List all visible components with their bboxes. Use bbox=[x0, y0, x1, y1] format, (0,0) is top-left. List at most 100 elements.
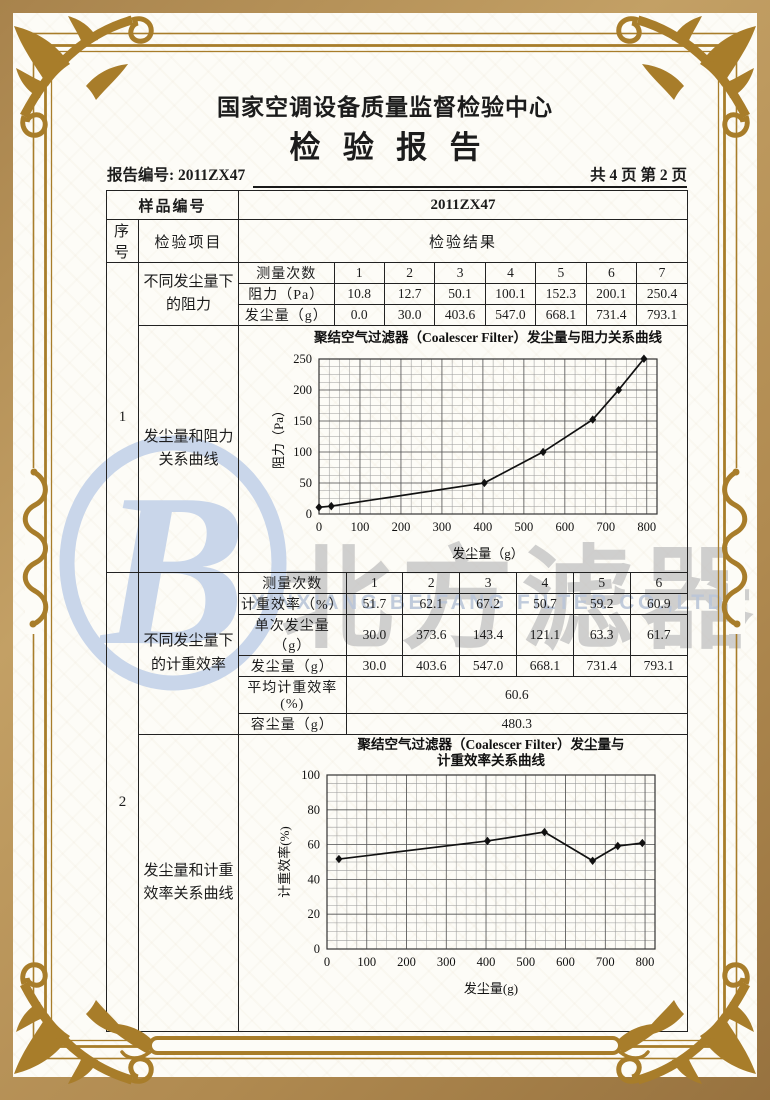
svg-text:800: 800 bbox=[637, 520, 656, 534]
seq-header: 序号 bbox=[106, 219, 139, 263]
row-label: 测量次数 bbox=[239, 263, 335, 284]
svg-text:400: 400 bbox=[474, 520, 493, 534]
value-cell: 121.1 bbox=[516, 614, 574, 656]
value-cell: 5 bbox=[535, 263, 587, 284]
result-header: 检验结果 bbox=[238, 219, 689, 263]
svg-text:40: 40 bbox=[308, 872, 321, 886]
table-row: 平均计重效率(%) 60.6 bbox=[239, 676, 688, 714]
section2-chart-row: 发尘量和计重效率关系曲线 0 100 200 300 400 500 600 700 800 0 2… bbox=[107, 734, 689, 1032]
value-cell: 793.1 bbox=[636, 304, 688, 325]
value-cell: 668.1 bbox=[535, 304, 587, 325]
svg-text:700: 700 bbox=[596, 520, 615, 534]
svg-text:计重效率关系曲线: 计重效率关系曲线 bbox=[437, 752, 545, 768]
table-row: 单次发尘量（g） 30.0 373.6 143.4 121.1 63.3 61.… bbox=[239, 614, 688, 656]
svg-text:600: 600 bbox=[556, 955, 575, 969]
value-cell: 668.1 bbox=[516, 655, 574, 677]
efficiency-subtable: 测量次数 1 2 3 4 5 6 计重效率（%） bbox=[239, 573, 688, 734]
value-cell: 63.3 bbox=[572, 614, 631, 656]
value-cell: 5 bbox=[572, 573, 631, 594]
section2-item1: 不同发尘量下的计重效率 bbox=[137, 572, 240, 735]
value-cell: 4 bbox=[484, 263, 537, 284]
document-title: 检验报告 bbox=[289, 130, 503, 165]
svg-text:200: 200 bbox=[293, 383, 312, 397]
section1-data-row: 1 不同发尘量下的阻力 测量次数 1 2 3 4 bbox=[106, 262, 689, 573]
value-cell: 731.4 bbox=[585, 304, 638, 325]
value-cell: 152.3 bbox=[535, 283, 587, 305]
value-cell: 403.6 bbox=[434, 304, 486, 325]
sample-number-row: 样品编号 2011ZX47 bbox=[105, 190, 689, 220]
svg-text:阻力（Pa）: 阻力（Pa） bbox=[271, 404, 286, 469]
svg-text:200: 200 bbox=[392, 520, 411, 534]
value-cell: 30.0 bbox=[383, 304, 436, 325]
svg-text:发尘量（g）: 发尘量（g） bbox=[452, 546, 524, 561]
value-cell: 6 bbox=[585, 263, 638, 284]
svg-text:0: 0 bbox=[316, 520, 322, 534]
svg-text:50: 50 bbox=[300, 476, 313, 490]
header-rule bbox=[253, 186, 687, 188]
svg-text:发尘量(g): 发尘量(g) bbox=[464, 981, 518, 996]
value-cell: 30.0 bbox=[345, 614, 404, 656]
svg-text:100: 100 bbox=[293, 445, 312, 459]
value-cell: 7 bbox=[636, 263, 688, 284]
row-label: 阻力（Pa） bbox=[239, 283, 335, 305]
organization-title: 国家空调设备质量监督检验中心 bbox=[217, 94, 553, 120]
page-indicator: 共 4 页 第 2 页 bbox=[590, 167, 687, 184]
value-cell: 731.4 bbox=[572, 655, 631, 677]
value-cell: 373.6 bbox=[402, 614, 461, 656]
svg-text:100: 100 bbox=[351, 520, 370, 534]
report-meta-row: 报告编号: 2011ZX47 共 4 页 第 2 页 bbox=[107, 163, 687, 185]
value-cell: 4 bbox=[516, 573, 574, 594]
section1-subtable-cell: 测量次数 1 2 3 4 5 6 7 阻力（ bbox=[238, 262, 689, 326]
svg-text:0: 0 bbox=[306, 507, 312, 521]
section1-item2: 发尘量和阻力关系曲线 bbox=[137, 325, 240, 573]
svg-text:250: 250 bbox=[293, 352, 312, 366]
row-label: 单次发尘量（g） bbox=[239, 614, 347, 656]
section2-item2: 发尘量和计重效率关系曲线 bbox=[137, 734, 240, 1032]
svg-text:100: 100 bbox=[357, 955, 376, 969]
value-cell: 793.1 bbox=[629, 655, 688, 677]
value-cell: 250.4 bbox=[636, 283, 688, 305]
value-cell: 200.1 bbox=[585, 283, 638, 305]
value-cell: 3 bbox=[434, 263, 486, 284]
value-cell: 61.7 bbox=[629, 614, 688, 656]
svg-text:600: 600 bbox=[555, 520, 574, 534]
svg-text:计重效率(%): 计重效率(%) bbox=[277, 826, 292, 898]
row-label: 发尘量（g） bbox=[239, 304, 335, 325]
value-cell: 6 bbox=[629, 573, 688, 594]
value-cell: 2 bbox=[383, 263, 436, 284]
value-cell: 2 bbox=[402, 573, 461, 594]
value-cell: 100.1 bbox=[484, 283, 537, 305]
svg-text:200: 200 bbox=[397, 955, 416, 969]
value-cell: 143.4 bbox=[459, 614, 517, 656]
svg-text:聚结空气过滤器（Coalescer Filter）发尘量与阻: 聚结空气过滤器（Coalescer Filter）发尘量与阻力关系曲线 bbox=[313, 329, 663, 345]
row-label: 发尘量（g） bbox=[239, 655, 347, 677]
table-header-row: 序号 检验项目 检验结果 bbox=[106, 219, 689, 263]
value-cell: 62.1 bbox=[402, 593, 461, 615]
table-row: 计重效率（%） 51.7 62.1 67.2 50.7 59.2 60.9 bbox=[239, 593, 688, 615]
sample-number-value: 2011ZX47 bbox=[238, 190, 689, 220]
table-row: 阻力（Pa） 10.8 12.7 50.1 100.1 152.3 200.1 … bbox=[239, 283, 688, 305]
svg-text:20: 20 bbox=[308, 907, 321, 921]
item-header: 检验项目 bbox=[137, 219, 240, 263]
dust-capacity-value: 480.3 bbox=[345, 713, 688, 734]
row-label: 容尘量（g） bbox=[239, 713, 347, 734]
efficiency-curve-chart: 0 100 200 300 400 500 600 700 800 0 20 40 60 80 100 聚结空… bbox=[277, 736, 656, 996]
row-label: 平均计重效率(%) bbox=[239, 676, 347, 714]
report-number: 报告编号: 2011ZX47 bbox=[107, 167, 246, 184]
value-cell: 50.1 bbox=[434, 283, 486, 305]
section2-chart-cell: 0 100 200 300 400 500 600 700 800 0 20 40 60 80 100 聚结空… bbox=[238, 734, 689, 1032]
svg-text:80: 80 bbox=[308, 803, 321, 817]
svg-text:300: 300 bbox=[437, 955, 456, 969]
svg-text:150: 150 bbox=[293, 414, 312, 428]
svg-text:300: 300 bbox=[433, 520, 452, 534]
row-label: 计重效率（%） bbox=[239, 593, 347, 615]
table-row: 发尘量（g） 30.0 403.6 547.0 668.1 731.4 793.… bbox=[239, 655, 688, 677]
section1-chart-row: 发尘量和阻力关系曲线 0 100 200 300 400 500 600 700 800 0 50 1… bbox=[107, 325, 689, 573]
svg-text:0: 0 bbox=[314, 942, 320, 956]
svg-text:100: 100 bbox=[301, 768, 320, 782]
resistance-subtable: 测量次数 1 2 3 4 5 6 7 阻力（ bbox=[239, 263, 688, 325]
section1-chart-cell: 0 100 200 300 400 500 600 700 800 0 50 100 150 200 250… bbox=[238, 325, 689, 573]
table-row: 容尘量（g） 480.3 bbox=[239, 713, 688, 734]
value-cell: 59.2 bbox=[572, 593, 631, 615]
